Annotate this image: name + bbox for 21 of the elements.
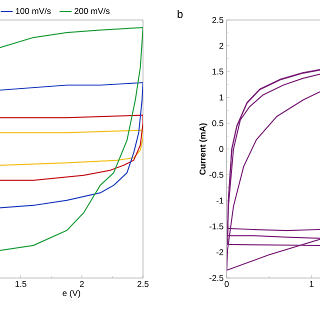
x-tick-label: 2.5 [138, 281, 149, 288]
y-tick-label: 1 [220, 94, 224, 100]
x-tick-label: 0 [224, 281, 229, 288]
x-tick-label: 1.5 [16, 281, 26, 287]
y-tick-label: 2.5 [212, 17, 224, 23]
x-tick-label: 1 [310, 281, 314, 287]
y-tick-label: 0.5 [212, 120, 224, 126]
chart-title: b [178, 10, 183, 18]
y-tick-label: 2 [219, 42, 224, 49]
legend-label: 100 mV/s [16, 8, 51, 14]
y-tick-label: -0.5 [209, 172, 224, 178]
x-axis-title: e (V) [62, 290, 80, 298]
y-tick-label: -1 [216, 198, 224, 204]
y-axis-title: Current (mA) [199, 123, 208, 175]
y-tick-label: -2.5 [209, 275, 224, 281]
y-tick-label: -2 [216, 249, 224, 256]
y-tick-label: 0 [219, 146, 224, 152]
y-tick-label: 1.5 [212, 68, 224, 75]
x-tick-label: 2 [80, 281, 84, 287]
y-tick-label: -1.5 [209, 223, 224, 230]
legend-label: 200 mV/s [74, 8, 110, 14]
